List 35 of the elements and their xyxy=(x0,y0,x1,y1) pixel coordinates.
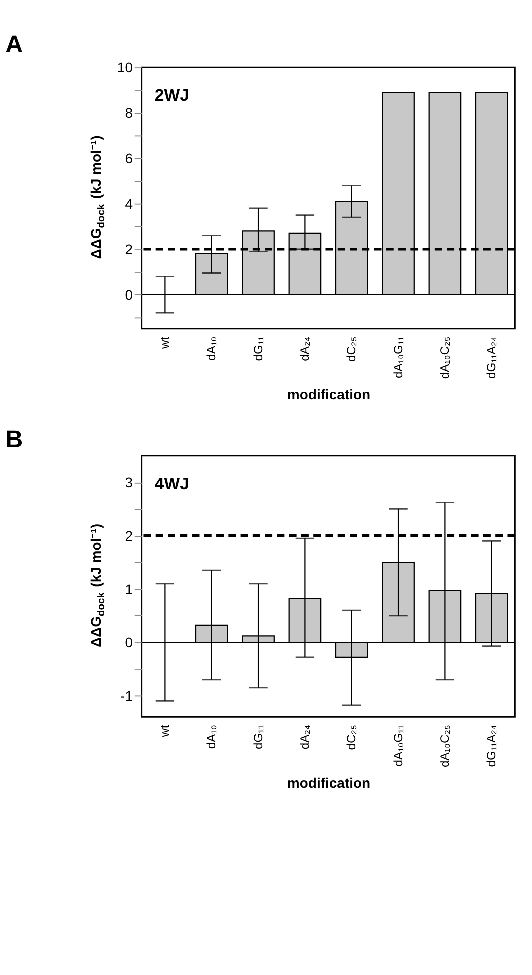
x-tick-label: dA₁₀G₁₁ xyxy=(391,336,406,378)
x-tick-label: dA₁₀C₂₅ xyxy=(438,725,452,768)
x-tick-label: dG₁₁ xyxy=(251,725,266,750)
annotation: 2WJ xyxy=(154,86,190,106)
y-axis-title: ΔΔGdock (kJ mol⁻¹) xyxy=(88,524,108,648)
x-tick-label: dG₁₁A₂₄ xyxy=(484,725,499,768)
y-tick-label: 2 xyxy=(125,242,134,258)
x-axis-title: modification xyxy=(287,386,371,403)
chart-title: B xyxy=(6,426,24,454)
x-tick-label: dA₂₄ xyxy=(298,725,312,750)
x-tick-label: dC₂₅ xyxy=(344,336,359,362)
x-tick-label: dG₁₁A₂₄ xyxy=(484,336,499,379)
x-tick-label: dC₂₅ xyxy=(344,725,359,750)
x-tick-label: dA₁₀ xyxy=(204,725,219,750)
y-axis-title: ΔΔGdock (kJ mol⁻¹) xyxy=(88,136,108,260)
y-tick-label: 2 xyxy=(125,528,134,544)
x-tick-label: dA₁₀C₂₅ xyxy=(438,336,452,380)
chart-title: A xyxy=(6,32,24,59)
y-tick-label: 0 xyxy=(125,286,134,303)
x-tick-label: wt xyxy=(158,724,172,738)
y-tick-label: 10 xyxy=(117,60,134,76)
y-tick-label: 0 xyxy=(125,634,134,651)
x-tick-label: wt xyxy=(158,336,172,350)
y-tick-label: 6 xyxy=(125,150,134,167)
y-tick-label: 3 xyxy=(125,474,134,491)
y-tick-label: -1 xyxy=(120,688,134,704)
y-tick-label: 1 xyxy=(125,581,134,598)
y-tick-label: 4 xyxy=(125,196,134,212)
y-tick-label: 8 xyxy=(125,105,134,122)
x-tick-label: dA₁₀ xyxy=(204,336,219,361)
x-tick-label: dA₁₀G₁₁ xyxy=(391,725,406,767)
annotation: 4WJ xyxy=(154,474,190,494)
x-tick-label: dA₂₄ xyxy=(298,336,312,362)
x-axis-title: modification xyxy=(287,774,371,791)
x-tick-label: dG₁₁ xyxy=(251,336,266,362)
